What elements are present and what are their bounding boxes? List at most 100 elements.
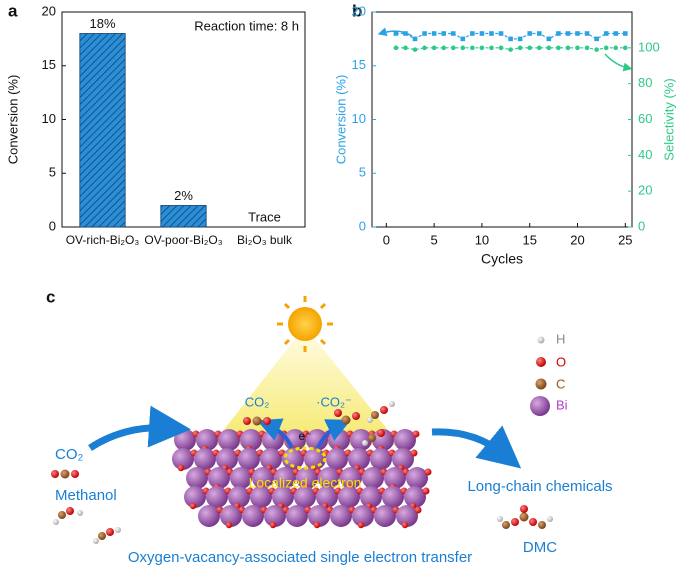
- bi-atom: [216, 448, 238, 470]
- point: [431, 45, 437, 51]
- o-atom: [189, 502, 197, 510]
- point: [517, 36, 523, 42]
- legend-label: O: [556, 354, 566, 369]
- bi-atom: [340, 467, 362, 489]
- y-tick-label: 5: [49, 165, 56, 180]
- point: [556, 31, 561, 36]
- point: [422, 45, 427, 51]
- bi-atom: [392, 448, 414, 470]
- bi-atom: [184, 486, 206, 508]
- y-tick-label: 80: [638, 75, 652, 90]
- localized-label: Localized electron: [249, 475, 362, 491]
- bi-atom: [230, 467, 252, 489]
- point: [527, 45, 533, 51]
- value-label: 2%: [174, 188, 193, 203]
- bi-atom: [382, 486, 404, 508]
- charts: a 0 5 10 15 20 18% OV-rich-Bi₂O₃ 2% OV-poor-Bi₂O₃…: [5, 1, 676, 266]
- bi-atom: [360, 486, 382, 508]
- y-tick-label: 10: [42, 111, 56, 126]
- co2-arrow: [256, 418, 294, 449]
- point: [517, 45, 523, 51]
- bi-atom: [370, 448, 392, 470]
- o-atom: [401, 521, 409, 529]
- input-arrow: [88, 405, 191, 451]
- y-tick-label: 5: [359, 165, 366, 180]
- y-tick-label: 20: [42, 3, 56, 18]
- bi-atom: [274, 467, 296, 489]
- bi-atom: [242, 505, 264, 527]
- y-axis-label: Conversion (%): [5, 75, 20, 165]
- o-atom: [313, 521, 321, 529]
- sun: [277, 296, 333, 352]
- point: [594, 47, 599, 52]
- x-tick-label: 5: [431, 232, 438, 247]
- y2-axis-label: Selectivity (%): [661, 78, 676, 160]
- point: [546, 45, 552, 51]
- legend-label: Bi: [556, 397, 568, 412]
- point: [422, 31, 427, 36]
- bi-atom: [198, 505, 220, 527]
- bi-atom: [338, 486, 360, 508]
- point: [393, 45, 399, 51]
- point: [565, 45, 571, 51]
- bi-atom: [282, 448, 304, 470]
- bi-atom: [260, 448, 282, 470]
- molecule: [51, 336, 553, 544]
- point: [498, 45, 504, 51]
- y-tick-label: 40: [638, 147, 652, 162]
- point: [584, 45, 590, 51]
- point: [450, 45, 456, 51]
- point: [536, 31, 542, 36]
- o-atom: [414, 506, 422, 514]
- radical-arrow: [316, 419, 351, 449]
- x-tick-label: 20: [570, 232, 584, 247]
- point: [623, 45, 628, 51]
- point: [546, 36, 552, 42]
- vacancy-ring: [283, 446, 327, 470]
- point: [489, 45, 494, 51]
- point: [460, 36, 466, 42]
- x-tick-label: 0: [383, 232, 390, 247]
- conversion-pointer: [377, 27, 413, 37]
- bi-atom: [218, 429, 240, 451]
- o-atom: [410, 449, 418, 457]
- point: [450, 31, 456, 36]
- point: [623, 31, 628, 36]
- y-tick-label: 0: [638, 218, 645, 233]
- bi-atom: [296, 467, 318, 489]
- panel-label: b: [352, 1, 362, 20]
- bi-atom: [330, 505, 352, 527]
- bi-atom: [384, 467, 406, 489]
- electron-label: e⁻: [298, 429, 311, 443]
- y-tick-label: 15: [42, 57, 56, 72]
- value-label: Trace: [248, 209, 281, 224]
- point: [412, 36, 418, 42]
- point: [460, 45, 466, 51]
- bi-atom: [208, 467, 230, 489]
- x-tick-label: OV-rich-Bi₂O₃: [66, 233, 140, 247]
- point: [403, 45, 408, 51]
- point: [479, 31, 485, 36]
- point: [603, 45, 609, 51]
- bi-atom: [264, 505, 286, 527]
- point: [556, 45, 561, 51]
- plot-frame: [371, 11, 633, 228]
- bi-atom: [352, 505, 374, 527]
- point: [479, 45, 485, 51]
- point: [565, 31, 571, 36]
- reactant-label: CO₂: [55, 446, 84, 463]
- bi-atom: [250, 486, 272, 508]
- point: [441, 31, 446, 36]
- output-arrow: [431, 425, 522, 469]
- bi-atom: [196, 429, 218, 451]
- o-atom: [357, 521, 365, 529]
- point: [536, 45, 542, 51]
- bi-atom: [228, 486, 250, 508]
- bi-atom: [172, 448, 194, 470]
- point: [489, 31, 494, 36]
- point: [575, 31, 580, 36]
- bar: [79, 33, 126, 228]
- bi-atom: [318, 467, 340, 489]
- point: [613, 45, 619, 51]
- bi-atom: [240, 429, 262, 451]
